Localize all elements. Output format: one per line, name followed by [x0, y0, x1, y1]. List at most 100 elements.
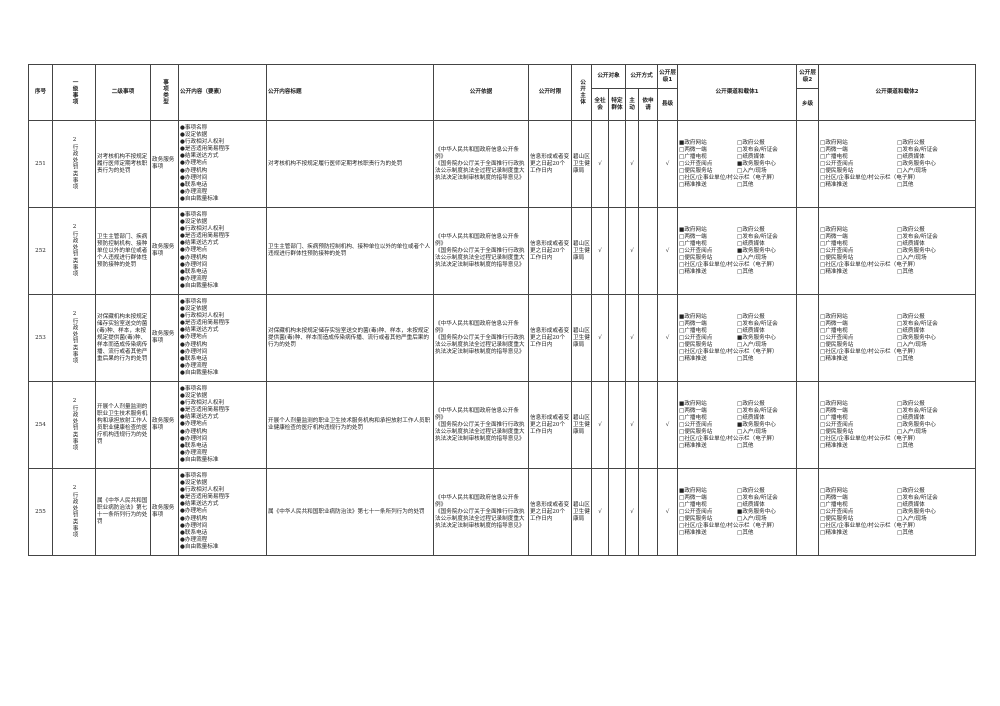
- unchecked-box-icon: □: [820, 160, 826, 167]
- content-item: ●联系电话: [180, 269, 265, 276]
- channel-label: 发布会/听证会: [742, 233, 778, 240]
- unchecked-box-icon: □: [897, 139, 903, 146]
- table-row: 252 2行政处罚类事项 卫生主管部门、疾病预防控制机构、接种单位以外的单位或者个人…: [28, 207, 977, 295]
- bullet-icon: ●: [180, 306, 185, 313]
- unchecked-box-icon: □: [897, 240, 903, 247]
- audience-all-check: √: [591, 381, 609, 469]
- method-request-check: [638, 207, 659, 295]
- channel-label: 其他: [902, 355, 914, 362]
- channel-label: 入户/现场: [742, 254, 767, 261]
- channel-label: 社区/企事业单位/村公示栏（电子屏）: [825, 348, 919, 355]
- level1-cell: 2行政处罚类事项: [52, 120, 96, 208]
- header-method-active: 主动: [625, 88, 640, 121]
- channel-option: □广播电视: [820, 502, 897, 509]
- unchecked-box-icon: □: [737, 400, 743, 407]
- unchecked-box-icon: □: [737, 407, 743, 414]
- unchecked-box-icon: □: [679, 233, 685, 240]
- unchecked-box-icon: □: [820, 313, 826, 320]
- channels1-list: ■政府网站 □政府公报 □两微一端 □发布会/听证会 □广播电视 □纸质媒体 □公开查阅点 ■…: [679, 488, 795, 537]
- channel-option: □政府公报: [897, 227, 974, 234]
- channel-label: 广播电视: [825, 240, 848, 247]
- channel-label: 纸质媒体: [902, 240, 925, 247]
- channel-label: 入户/现场: [742, 341, 767, 348]
- channel-label: 入户/现场: [742, 167, 767, 174]
- content-item-label: 办理流程: [184, 536, 208, 543]
- unchecked-box-icon: □: [679, 522, 685, 529]
- channel-option: □便民服务站: [820, 342, 897, 349]
- content-item: ●联系电话: [180, 530, 265, 537]
- channel-option: □精准推送: [679, 182, 737, 189]
- channel-label: 公开查阅点: [684, 508, 713, 515]
- time-limit-cell: 信息形成或者变更之日起20个工作日内: [528, 468, 572, 556]
- content-item: ●办理流程: [180, 363, 265, 370]
- channel-option: □政府公报: [737, 401, 795, 408]
- channel-option: □其他: [897, 182, 974, 189]
- audience-specific-check: [607, 207, 627, 295]
- unchecked-box-icon: □: [820, 348, 826, 355]
- channels2-cell: □政府网站 □政府公报 □两微一端 □发布会/听证会 □广播电视 □纸质媒体 □公开查阅点 □…: [818, 120, 977, 208]
- content-item: ●设定依据: [180, 393, 265, 400]
- bullet-icon: ●: [180, 153, 185, 160]
- level1-text: 2行政处罚类事项: [71, 311, 78, 365]
- channel-label: 两微一端: [684, 320, 707, 327]
- unchecked-box-icon: □: [820, 320, 826, 327]
- channel-label: 社区/企事业单位/村公示栏（电子屏）: [684, 348, 778, 355]
- content-item-label: 办理机构: [184, 167, 208, 174]
- unchecked-box-icon: □: [820, 529, 826, 536]
- content-item: ●设定依据: [180, 132, 265, 139]
- channel-option: □社区/企事业单位/村公示栏（电子屏）: [820, 523, 974, 530]
- channel-label: 政务服务中心: [742, 247, 776, 254]
- subject-cell: 碧山区卫生健康局: [571, 381, 592, 469]
- content-item: ●是否适用简易程序: [180, 407, 265, 414]
- channels2-list: □政府网站 □政府公报 □两微一端 □发布会/听证会 □广播电视 □纸质媒体 □公开查阅点 □…: [820, 401, 974, 450]
- channel-label: 社区/企事业单位/村公示栏（电子屏）: [684, 174, 778, 181]
- content-item: ●结果送达方式: [180, 153, 265, 160]
- unchecked-box-icon: □: [897, 247, 903, 254]
- content-item-label: 办理地点: [184, 247, 208, 254]
- channel-label: 入户/现场: [902, 341, 927, 348]
- county-check: √: [657, 120, 679, 208]
- channel-label: 广播电视: [684, 501, 707, 508]
- channels1-list: ■政府网站 □政府公报 □两微一端 □发布会/听证会 □广播电视 □纸质媒体 □公开查阅点 ■…: [679, 314, 795, 363]
- channel-label: 政府公报: [742, 226, 765, 233]
- channel-option: □社区/企事业单位/村公示栏（电子屏）: [820, 262, 974, 269]
- channel-option: □纸质媒体: [737, 328, 795, 335]
- content-item: ●行政相对人权利: [180, 139, 265, 146]
- content-item-label: 事项名称: [184, 298, 208, 305]
- content-item: ●办理时间: [180, 175, 265, 182]
- unchecked-box-icon: □: [737, 515, 743, 522]
- channel-label: 入户/现场: [902, 167, 927, 174]
- unchecked-box-icon: □: [737, 428, 743, 435]
- content-item-label: 联系电话: [184, 181, 208, 188]
- unchecked-box-icon: □: [897, 254, 903, 261]
- bullet-icon: ●: [180, 124, 185, 131]
- content-item: ●事项名称: [180, 473, 265, 480]
- channel-option: □精准推送: [820, 356, 897, 363]
- content-item: ●自由裁量标准: [180, 457, 265, 464]
- channel-option: □社区/企事业单位/村公示栏（电子屏）: [679, 349, 795, 356]
- content-item: ●事项名称: [180, 212, 265, 219]
- channel-label: 社区/企事业单位/村公示栏（电子屏）: [684, 435, 778, 442]
- unchecked-box-icon: □: [679, 153, 685, 160]
- checked-box-icon: ■: [679, 313, 685, 320]
- basis-cell: 《中华人民共和国政府信息公开条例》 《国务院办公厅关于全面推行行政执法公示制度执…: [433, 468, 529, 556]
- subject-cell: 碧山区卫生健康局: [571, 120, 592, 208]
- unchecked-box-icon: □: [679, 435, 685, 442]
- unchecked-box-icon: □: [820, 181, 826, 188]
- bullet-icon: ●: [180, 146, 185, 153]
- channel-option: □发布会/听证会: [897, 321, 974, 328]
- level1-cell: 2行政处罚类事项: [52, 207, 96, 295]
- bullet-icon: ●: [180, 348, 185, 355]
- channel-option: □政府公报: [737, 314, 795, 321]
- content-item: ●行政相对人权利: [180, 226, 265, 233]
- channel-option: □其他: [897, 530, 974, 537]
- township-check: [796, 207, 820, 295]
- township-check: [796, 381, 820, 469]
- unchecked-box-icon: □: [897, 529, 903, 536]
- channel-option: □社区/企事业单位/村公示栏（电子屏）: [679, 175, 795, 182]
- channel-label: 公开查阅点: [684, 334, 713, 341]
- channel-option: ■政务服务中心: [737, 248, 795, 255]
- channel-option: □发布会/听证会: [897, 495, 974, 502]
- bullet-icon: ●: [180, 414, 185, 421]
- channel-option: □纸质媒体: [897, 502, 974, 509]
